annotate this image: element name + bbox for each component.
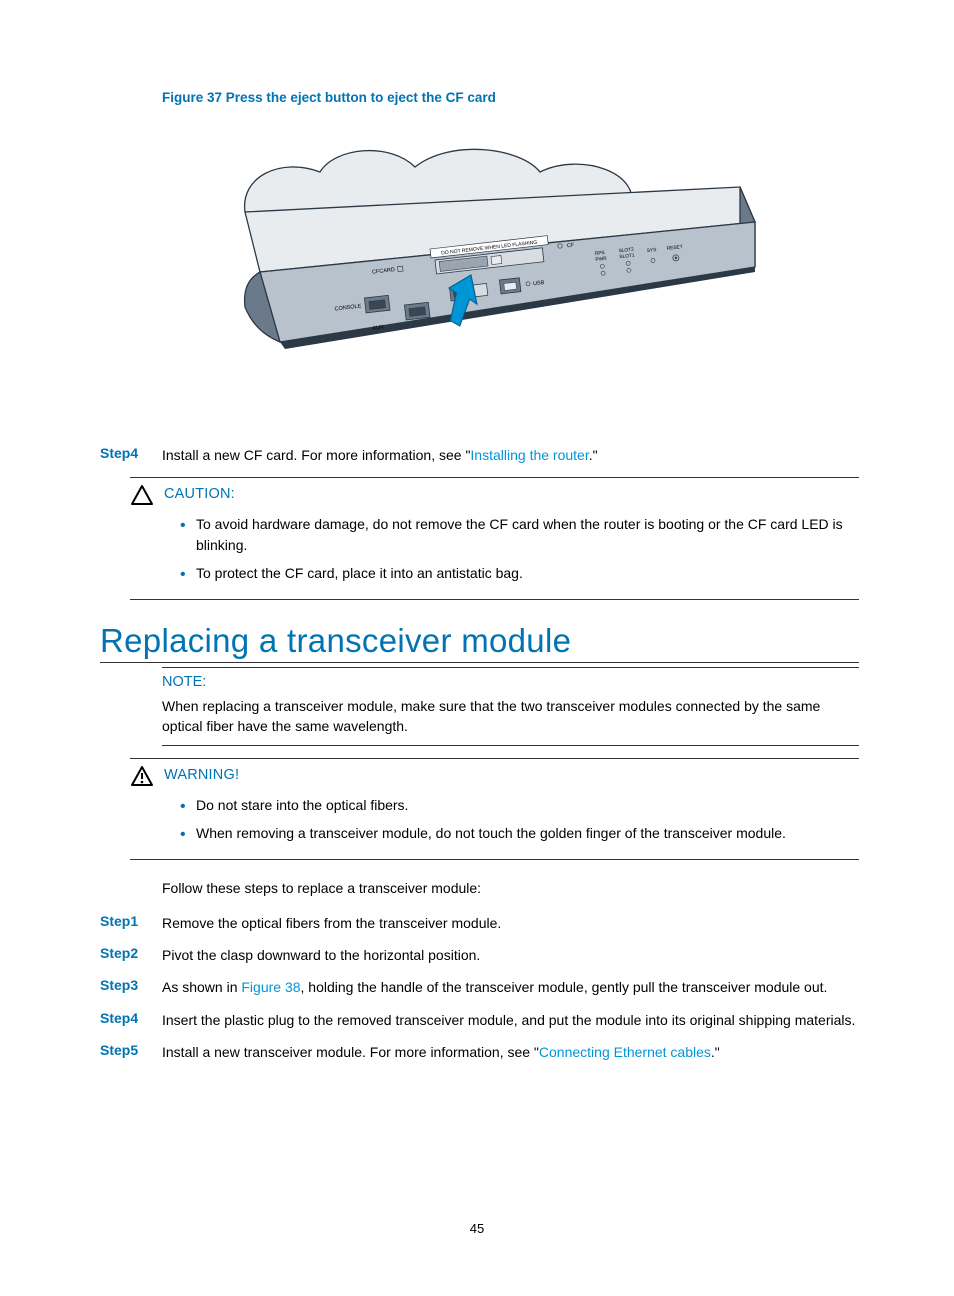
note-title: NOTE: bbox=[162, 674, 859, 690]
step-text-before: As shown in bbox=[162, 979, 241, 995]
caution-list: To avoid hardware damage, do not remove … bbox=[180, 514, 859, 583]
link-installing-router[interactable]: Installing the router bbox=[470, 447, 588, 463]
step-text: As shown in Figure 38, holding the handl… bbox=[162, 977, 859, 997]
step-row-1: Step1 Remove the optical fibers from the… bbox=[100, 913, 859, 933]
step-row-2: Step2 Pivot the clasp downward to the ho… bbox=[100, 945, 859, 965]
step-text-before: Install a new transceiver module. For mo… bbox=[162, 1044, 539, 1060]
warning-icon bbox=[130, 765, 154, 787]
step-text: Insert the plastic plug to the removed t… bbox=[162, 1010, 859, 1030]
step-text: Install a new CF card. For more informat… bbox=[162, 445, 859, 465]
step-text-after: ." bbox=[711, 1044, 720, 1060]
link-figure-38[interactable]: Figure 38 bbox=[241, 979, 300, 995]
step-label: Step4 bbox=[100, 1010, 162, 1026]
step-label: Step5 bbox=[100, 1042, 162, 1058]
sys-label: SYS bbox=[646, 247, 656, 254]
step-text: Install a new transceiver module. For mo… bbox=[162, 1042, 859, 1062]
step-label: Step3 bbox=[100, 977, 162, 993]
list-item: Do not stare into the optical fibers. bbox=[180, 795, 859, 815]
figure-caption: Figure 37 Press the eject button to ejec… bbox=[162, 90, 859, 105]
step-text: Pivot the clasp downward to the horizont… bbox=[162, 945, 859, 965]
warning-list: Do not stare into the optical fibers. Wh… bbox=[180, 795, 859, 844]
step-label: Step2 bbox=[100, 945, 162, 961]
step-text: Remove the optical fibers from the trans… bbox=[162, 913, 859, 933]
note-text: When replacing a transceiver module, mak… bbox=[162, 696, 859, 737]
step-row-4: Step4 Insert the plastic plug to the rem… bbox=[100, 1010, 859, 1030]
step-label: Step1 bbox=[100, 913, 162, 929]
note-block: NOTE: When replacing a transceiver modul… bbox=[162, 667, 859, 746]
step-label: Step4 bbox=[100, 445, 162, 461]
caution-callout: CAUTION: To avoid hardware damage, do no… bbox=[130, 477, 859, 600]
section-title: Replacing a transceiver module bbox=[100, 622, 859, 663]
step-row-5: Step5 Install a new transceiver module. … bbox=[100, 1042, 859, 1062]
rps-label: RPS bbox=[594, 250, 604, 257]
list-item: When removing a transceiver module, do n… bbox=[180, 823, 859, 843]
step-text-after: , holding the handle of the transceiver … bbox=[301, 979, 828, 995]
step-text-after: ." bbox=[589, 447, 598, 463]
warning-title: WARNING! bbox=[164, 767, 239, 783]
caution-title: CAUTION: bbox=[164, 486, 235, 502]
step-row-top-step4: Step4 Install a new CF card. For more in… bbox=[100, 445, 859, 465]
warning-callout: WARNING! Do not stare into the optical f… bbox=[130, 758, 859, 861]
step-text-before: Install a new CF card. For more informat… bbox=[162, 447, 470, 463]
list-item: To protect the CF card, place it into an… bbox=[180, 563, 859, 583]
step-row-3: Step3 As shown in Figure 38, holding the… bbox=[100, 977, 859, 997]
caution-icon bbox=[130, 484, 154, 506]
figure-illustration: DO NOT REMOVE WHEN LED FLASHING CF CFCAR… bbox=[200, 117, 760, 417]
figure-caption-text: Press the eject button to eject the CF c… bbox=[226, 90, 496, 105]
cf-led-label: CF bbox=[566, 242, 575, 249]
link-connecting-ethernet[interactable]: Connecting Ethernet cables bbox=[539, 1044, 711, 1060]
intro-text: Follow these steps to replace a transcei… bbox=[162, 878, 859, 898]
page-number: 45 bbox=[0, 1221, 954, 1236]
list-item: To avoid hardware damage, do not remove … bbox=[180, 514, 859, 555]
figure-number: Figure 37 bbox=[162, 90, 222, 105]
